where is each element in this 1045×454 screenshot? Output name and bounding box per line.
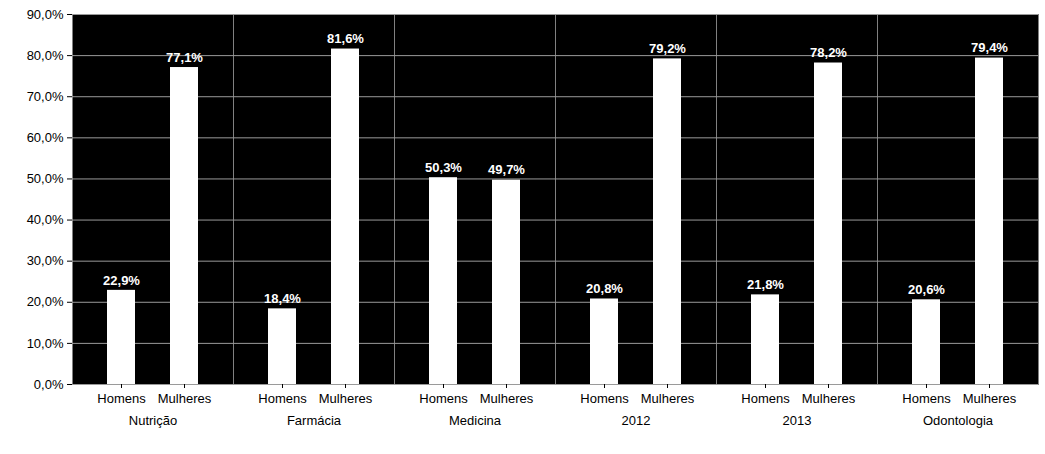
svg-text:Odontologia: Odontologia: [923, 413, 994, 428]
svg-text:Homens: Homens: [741, 391, 790, 406]
svg-text:60,0%: 60,0%: [27, 130, 64, 145]
svg-text:0,0%: 0,0%: [34, 377, 64, 392]
svg-text:2012: 2012: [622, 413, 651, 428]
svg-text:22,9%: 22,9%: [103, 273, 140, 288]
svg-text:Mulheres: Mulheres: [802, 391, 856, 406]
svg-text:40,0%: 40,0%: [27, 212, 64, 227]
svg-text:21,8%: 21,8%: [747, 277, 784, 292]
svg-text:20,6%: 20,6%: [908, 282, 945, 297]
svg-text:Homens: Homens: [258, 391, 307, 406]
svg-text:20,8%: 20,8%: [586, 281, 623, 296]
svg-text:50,0%: 50,0%: [27, 171, 64, 186]
svg-text:50,3%: 50,3%: [425, 160, 462, 175]
svg-text:81,6%: 81,6%: [327, 31, 364, 46]
svg-text:49,7%: 49,7%: [488, 162, 525, 177]
svg-text:79,2%: 79,2%: [649, 41, 686, 56]
svg-text:18,4%: 18,4%: [264, 291, 301, 306]
svg-text:Homens: Homens: [902, 391, 951, 406]
svg-text:Homens: Homens: [97, 391, 146, 406]
svg-text:Farmácia: Farmácia: [287, 413, 342, 428]
svg-text:Mulheres: Mulheres: [480, 391, 534, 406]
svg-text:80,0%: 80,0%: [27, 48, 64, 63]
svg-text:90,0%: 90,0%: [27, 7, 64, 22]
svg-text:70,0%: 70,0%: [27, 89, 64, 104]
svg-text:Mulheres: Mulheres: [963, 391, 1017, 406]
svg-text:Nutrição: Nutrição: [129, 413, 177, 428]
svg-text:Mulheres: Mulheres: [319, 391, 373, 406]
svg-text:Homens: Homens: [419, 391, 468, 406]
svg-text:10,0%: 10,0%: [27, 336, 64, 351]
svg-text:Mulheres: Mulheres: [158, 391, 212, 406]
svg-text:79,4%: 79,4%: [971, 40, 1008, 55]
svg-text:Homens: Homens: [580, 391, 629, 406]
svg-text:77,1%: 77,1%: [166, 50, 203, 65]
svg-text:2013: 2013: [783, 413, 812, 428]
svg-text:78,2%: 78,2%: [810, 45, 847, 60]
svg-text:Mulheres: Mulheres: [641, 391, 695, 406]
svg-text:30,0%: 30,0%: [27, 253, 64, 268]
svg-text:Medicina: Medicina: [449, 413, 502, 428]
svg-text:20,0%: 20,0%: [27, 294, 64, 309]
